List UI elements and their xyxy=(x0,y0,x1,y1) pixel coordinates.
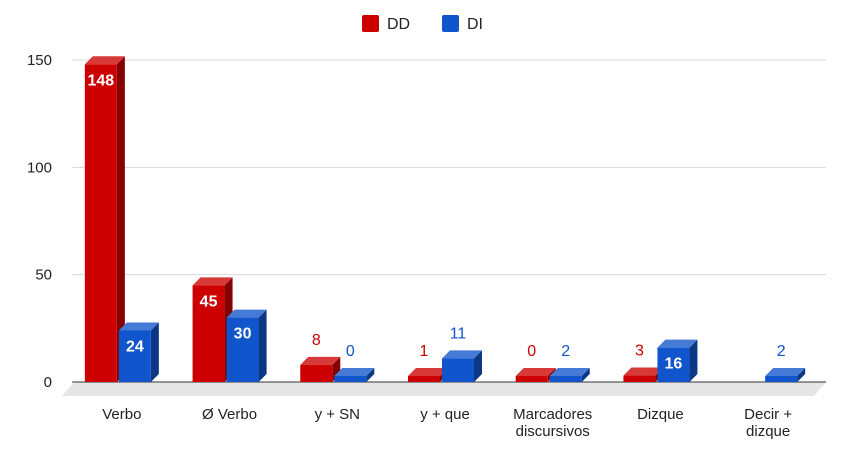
bar-top xyxy=(226,309,267,318)
x-tick-label: Marcadores xyxy=(513,406,592,423)
x-tick-label: Ø Verbo xyxy=(202,406,257,423)
bar-top xyxy=(300,356,341,365)
data-label: 24 xyxy=(126,338,144,355)
data-label: 0 xyxy=(527,343,536,360)
bar-face xyxy=(408,376,440,382)
x-tick-label: dizque xyxy=(746,423,790,440)
data-label: 8 xyxy=(312,332,321,349)
bar-top xyxy=(84,56,125,65)
bar-face xyxy=(118,330,151,382)
bar-top xyxy=(192,277,233,286)
x-tick-label: Dizque xyxy=(637,406,684,423)
chart-floor xyxy=(62,381,826,396)
bar-di xyxy=(226,309,267,382)
data-label: 3 xyxy=(635,343,644,360)
bar-di xyxy=(657,339,698,382)
data-label: 45 xyxy=(200,293,218,310)
data-label: 2 xyxy=(777,343,786,360)
bar-di xyxy=(334,368,375,382)
x-tick-label: y + que xyxy=(420,406,470,423)
bar-side xyxy=(797,368,806,382)
data-label: 2 xyxy=(561,343,570,360)
y-tick-label: 100 xyxy=(27,159,52,176)
bar-side xyxy=(581,368,590,382)
bar-face xyxy=(657,347,690,382)
bar-face xyxy=(515,376,548,382)
bar-top xyxy=(549,368,590,376)
x-tick-label: Decir + xyxy=(744,406,792,423)
bar-top xyxy=(657,339,698,348)
data-label: 11 xyxy=(450,325,467,342)
bar-side xyxy=(474,350,482,382)
bar-di xyxy=(118,322,159,382)
bar-top xyxy=(515,368,556,376)
bar-top xyxy=(334,368,375,376)
bar-top xyxy=(765,368,806,376)
y-axis: 0 50 100 150 xyxy=(27,52,52,391)
bar-di xyxy=(765,368,806,382)
bar-dd xyxy=(84,56,125,382)
bar-di xyxy=(442,350,482,382)
data-label: 148 xyxy=(88,72,115,89)
bar-face xyxy=(192,285,225,382)
legend: DD DI xyxy=(362,15,483,33)
bar-top xyxy=(408,368,448,376)
bar-face xyxy=(226,317,259,382)
bar-side xyxy=(258,309,267,382)
x-tick-label: discursivos xyxy=(516,423,590,440)
data-label: 0 xyxy=(346,343,355,360)
bar-face xyxy=(334,376,367,382)
legend-swatch-dd xyxy=(362,15,379,32)
bar-top xyxy=(442,350,482,359)
floor-plane xyxy=(62,382,826,396)
bar-face xyxy=(765,376,798,382)
x-tick-label: Verbo xyxy=(102,406,141,423)
grid-lines xyxy=(72,59,826,276)
y-tick-label: 0 xyxy=(44,374,52,391)
bar-side xyxy=(689,339,698,382)
bar-face xyxy=(549,376,582,382)
bar-di xyxy=(549,368,590,382)
bar-side xyxy=(366,368,375,382)
data-label: 1 xyxy=(420,343,429,360)
bar-side xyxy=(116,56,125,382)
bar-top xyxy=(623,367,664,376)
y-tick-label: 150 xyxy=(27,52,52,69)
bar-face xyxy=(300,364,333,382)
data-label: 16 xyxy=(665,356,683,373)
bar-face xyxy=(84,64,117,382)
bar-face xyxy=(623,375,656,382)
bar-side xyxy=(150,322,159,382)
y-tick-label: 50 xyxy=(35,267,52,284)
data-label: 30 xyxy=(234,326,252,343)
bar-face xyxy=(442,358,474,382)
bar-dd xyxy=(300,356,341,382)
bar-top xyxy=(118,322,159,331)
legend-label-dd: DD xyxy=(387,16,410,33)
legend-swatch-di xyxy=(442,15,459,32)
x-tick-label: y + SN xyxy=(315,406,360,423)
legend-label-di: DI xyxy=(467,16,483,33)
x-axis: Verbo Ø Verbo y + SN y + que Marcadoresdiscu… xyxy=(102,406,792,440)
